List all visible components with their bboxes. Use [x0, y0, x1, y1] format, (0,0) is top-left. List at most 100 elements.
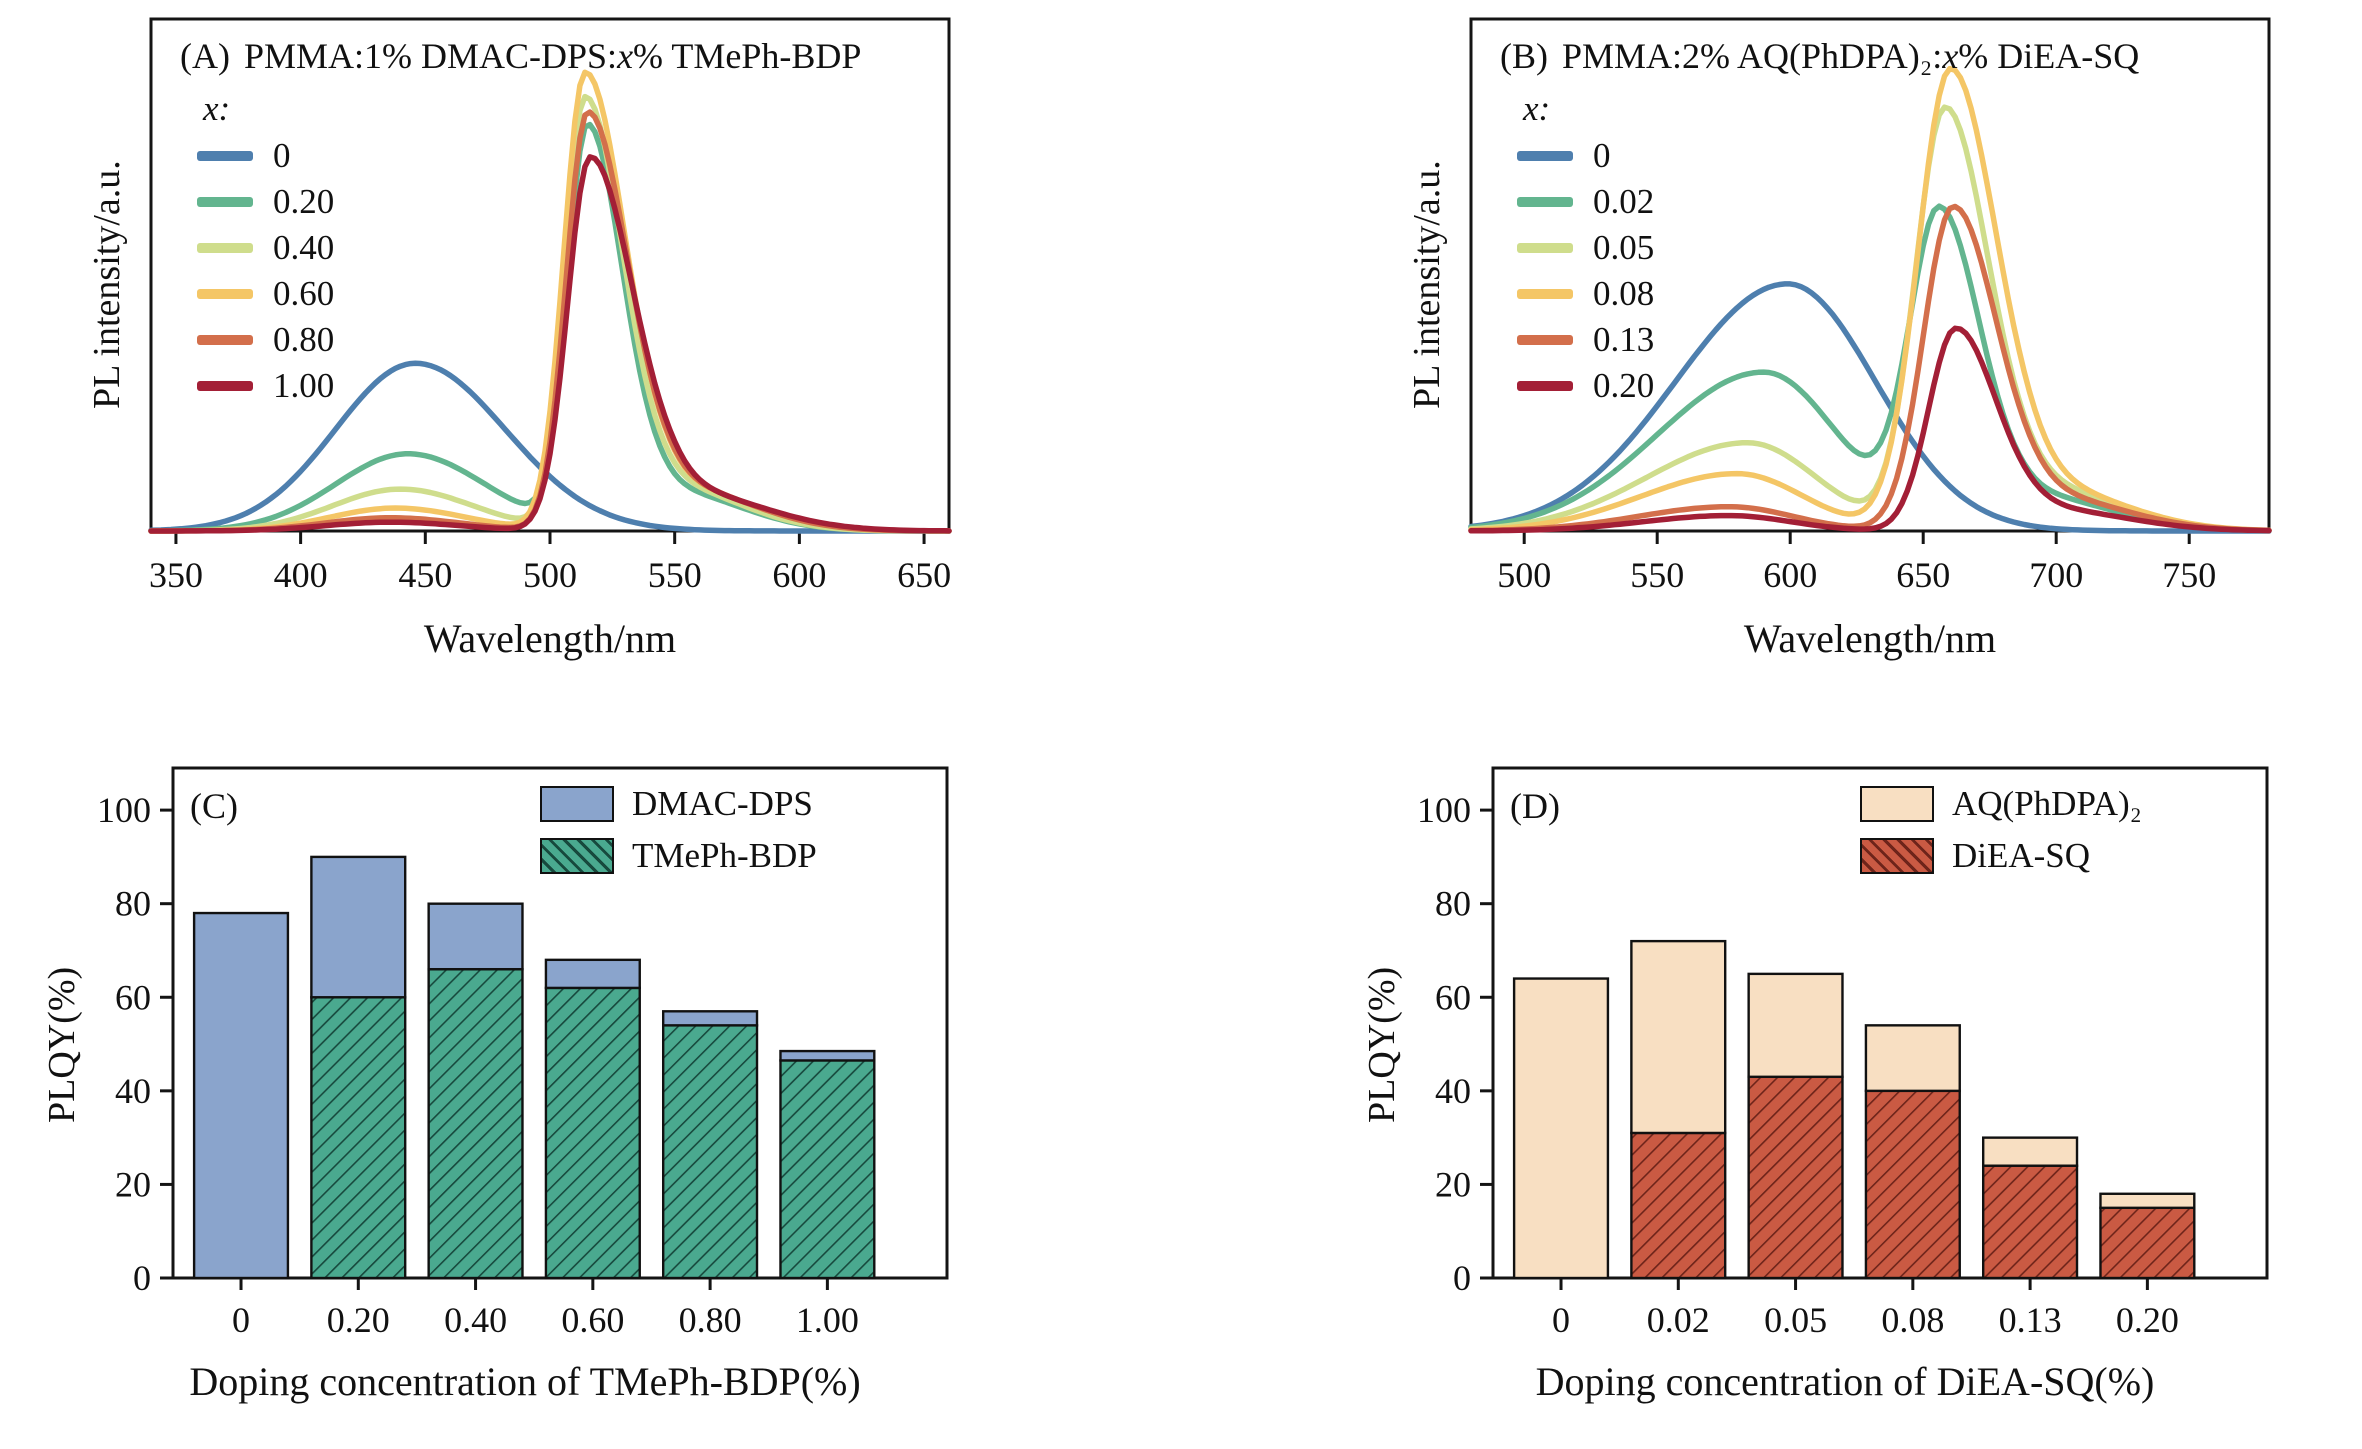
tick-label: 750	[2162, 555, 2216, 595]
legend-swatch-icon	[540, 786, 614, 822]
legend-entry: TMePh-BDP	[540, 836, 817, 876]
tick-label: 650	[897, 555, 951, 595]
legend-entry: 0.20	[197, 179, 334, 225]
x-axis-label-b: Wavelength/nm	[1743, 616, 1997, 661]
legend-title: x:	[1523, 89, 1551, 128]
legend-label: 1.00	[273, 366, 335, 405]
tick-label: 700	[2029, 555, 2083, 595]
panel-a-title-x: x	[617, 36, 634, 76]
y-axis-label-c: PLQY(%)	[41, 966, 83, 1124]
bar-segment-AQ(PhDPA)₂	[1982, 1136, 2079, 1167]
panel-a-tag: (A)	[180, 36, 230, 76]
panel-b-title: (B) PMMA:2% AQ(PhDPA)₂:x% DiEA-SQ	[1500, 35, 2139, 77]
legend-label: 0.02	[1593, 182, 1655, 221]
legend-swatch-icon	[1517, 243, 1573, 253]
bar-segment-DMAC-DPS	[779, 1049, 876, 1062]
panel-b-title-x: x	[1942, 36, 1959, 76]
y-axis-label-a: PL intensity/a.u.	[86, 160, 128, 410]
legend-swatch-icon	[197, 289, 253, 299]
bar-segment-DMAC-DPS	[192, 911, 290, 1280]
legend-swatch-icon	[1517, 289, 1573, 299]
tick-label: 350	[149, 555, 203, 595]
tick-label: 80	[115, 884, 151, 924]
tick-label: 0.80	[679, 1300, 742, 1335]
panel-d-plot: 0 20 40 60 80 100 0 0.02 0.05 0.08 0.13 0.20	[1417, 766, 2269, 1335]
bar-segment-AQ(PhDPA)₂	[1512, 977, 1610, 1280]
bar-segment-TMePh-BDP	[779, 1059, 876, 1280]
legend-label: AQ(PhDPA)₂	[1952, 784, 2142, 823]
tick-label: 550	[648, 555, 702, 595]
tick-label: 0	[232, 1300, 250, 1335]
tick-label: 40	[1435, 1071, 1471, 1111]
tick-label: 500	[523, 555, 577, 595]
tick-label: 0.13	[1999, 1300, 2062, 1335]
series-curve-0.20	[1468, 325, 2272, 534]
bar-segment-DMAC-DPS	[544, 958, 641, 990]
panel-a-title: (A) PMMA:1% DMAC-DPS:x% TMePh-BDP	[180, 35, 861, 77]
panel-c-plot: 0 20 40 60 80 100 0 0.20 0.40 0.60 0.80 1.00	[97, 766, 949, 1335]
tick-label: 600	[772, 555, 826, 595]
y-axis-label-b: PL intensity/a.u.	[1406, 160, 1448, 410]
bar-segment-AQ(PhDPA)₂	[1864, 1024, 1961, 1093]
tick-label: 0.40	[444, 1300, 507, 1335]
bar-segment-TMePh-BDP	[662, 1024, 759, 1280]
panel-d-legend: AQ(PhDPA)₂ DiEA-SQ	[1860, 784, 2142, 888]
legend-swatch-icon	[197, 381, 253, 391]
tick-label: 0	[133, 1258, 151, 1298]
series-curve-0	[1468, 281, 2272, 534]
legend-entry: DiEA-SQ	[1860, 836, 2142, 876]
tick-label: 100	[1417, 790, 1471, 830]
legend-label: 0.08	[1593, 274, 1655, 313]
legend-label: 0.05	[1593, 228, 1655, 267]
legend-label: 0	[1593, 136, 1611, 175]
legend-entry: 1.00	[197, 363, 334, 409]
legend-label: TMePh-BDP	[632, 836, 817, 875]
legend-entry: 0.80	[197, 317, 334, 363]
series-curve-1.00	[148, 154, 952, 534]
legend-swatch-icon	[1517, 335, 1573, 345]
legend-swatch-icon	[1860, 838, 1934, 874]
bar-segment-TMePh-BDP	[310, 996, 407, 1280]
legend-swatch-icon	[1517, 197, 1573, 207]
bar-segment-DMAC-DPS	[662, 1010, 759, 1027]
tick-label: 400	[274, 555, 328, 595]
tick-label: 60	[1435, 977, 1471, 1017]
legend-swatch-icon	[1517, 151, 1573, 161]
legend-label: 0.40	[273, 228, 335, 267]
bar-segment-AQ(PhDPA)₂	[1747, 972, 1844, 1079]
panel-b-tag: (B)	[1500, 36, 1548, 76]
tick-label: 0.20	[327, 1300, 390, 1335]
legend-entry: 0.60	[197, 271, 334, 317]
tick-label: 20	[115, 1164, 151, 1204]
panel-b-plot: 500 550 600 650 700 750	[1468, 17, 2272, 595]
tick-label: 20	[1435, 1164, 1471, 1204]
series-curve-0.08	[1468, 65, 2272, 534]
legend-label: 0	[273, 136, 291, 175]
x-axis-label-d: Doping concentration of DiEA-SQ(%)	[1535, 1359, 2155, 1404]
panel-b: PL intensity/a.u. 500 550 600 650 700 750 (B)…	[1405, 15, 2285, 745]
legend-label: 0.60	[273, 274, 335, 313]
tick-label: 600	[1763, 555, 1817, 595]
legend-swatch-icon	[197, 335, 253, 345]
panel-d-tag: (D)	[1510, 786, 1560, 826]
tick-label: 450	[398, 555, 452, 595]
legend-entry: AQ(PhDPA)₂	[1860, 784, 2142, 824]
legend-entry: 0.13	[1517, 317, 1654, 363]
legend-label: DiEA-SQ	[1952, 836, 2091, 875]
panel-c-legend: DMAC-DPS TMePh-BDP	[540, 784, 817, 888]
panel-b-legend: x: 0 0.02 0.05 0.08 0.13 0.20	[1517, 89, 1654, 409]
tick-label: 100	[97, 790, 151, 830]
panel-a-title-pre: PMMA:1% DMAC-DPS:	[243, 36, 618, 76]
bar-segment-AQ(PhDPA)₂	[2099, 1192, 2196, 1210]
panel-b-title-pre: PMMA:2% AQ(PhDPA)₂:	[1562, 36, 1943, 76]
panel-c-tag: (C)	[190, 786, 238, 826]
tick-label: 550	[1630, 555, 1684, 595]
panel-d: PLQY(%) 0 20 40 60 80 100 0 0.02 0.05 0.08 0.13 0.2…	[1360, 760, 2280, 1440]
legend-swatch-icon	[1860, 786, 1934, 822]
tick-label: 0	[1453, 1258, 1471, 1298]
legend-label: DMAC-DPS	[632, 784, 813, 823]
bar-segment-DiEA-SQ	[1747, 1075, 1844, 1280]
bar-segment-DMAC-DPS	[310, 855, 407, 999]
legend-swatch-icon	[1517, 381, 1573, 391]
